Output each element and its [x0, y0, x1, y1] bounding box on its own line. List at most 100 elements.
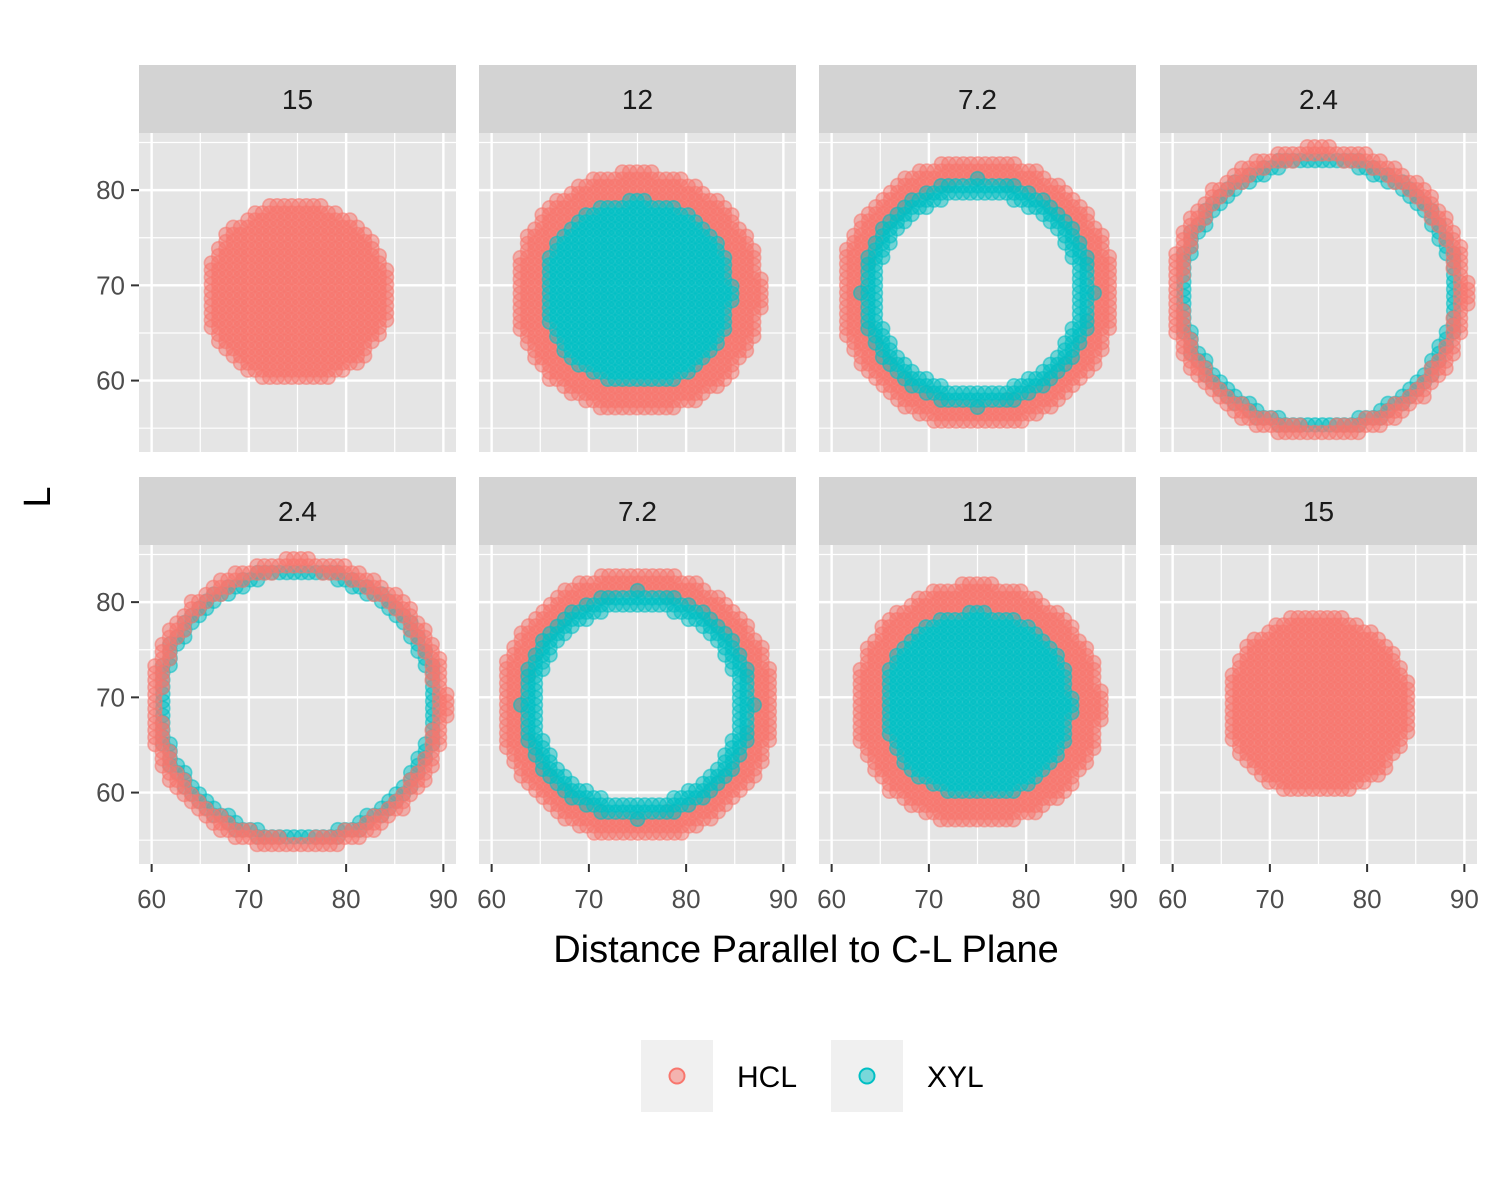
- series-xyl: [852, 170, 1102, 416]
- x-tick-label: 80: [332, 884, 361, 914]
- data-points: [1168, 139, 1476, 441]
- series-xyl: [541, 192, 740, 388]
- data-point: [176, 772, 192, 789]
- strip-label: 12: [622, 84, 653, 115]
- strip-label: 15: [1303, 496, 1334, 527]
- data-point: [1175, 303, 1192, 319]
- data-point: [431, 650, 448, 667]
- strip-bg: [819, 65, 1136, 133]
- data-points: [203, 198, 395, 386]
- data-point: [1064, 220, 1081, 237]
- series-hcl: [203, 198, 395, 386]
- data-point: [746, 697, 763, 713]
- x-tick-label: 90: [429, 884, 458, 914]
- data-point: [761, 660, 778, 677]
- legend: HCL XYL: [641, 1040, 984, 1112]
- y-axis-title: L: [17, 486, 59, 507]
- x-tick-label: 60: [477, 884, 506, 914]
- panel-3: 7.2: [819, 65, 1136, 452]
- data-point: [739, 618, 756, 634]
- data-points: [147, 550, 455, 853]
- x-tick-label: 80: [1353, 884, 1382, 914]
- strip-label: 2.4: [278, 496, 317, 527]
- data-points: [1224, 609, 1416, 798]
- data-points: [852, 576, 1109, 828]
- series-hcl: [852, 576, 1109, 828]
- data-point: [1064, 619, 1080, 635]
- data-point: [1049, 647, 1065, 664]
- data-point: [402, 600, 419, 617]
- data-point: [1445, 224, 1461, 241]
- x-tick-label: 60: [817, 884, 846, 914]
- strip-label: 2.4: [1299, 84, 1338, 115]
- data-point: [739, 661, 755, 678]
- data-point: [1064, 690, 1080, 707]
- data-point: [1078, 640, 1095, 657]
- y-tick-label: 60: [96, 778, 125, 808]
- legend-label-xyl: XYL: [927, 1061, 984, 1094]
- strip-bg: [479, 65, 796, 133]
- strip-bg: [819, 477, 1136, 545]
- data-point: [542, 747, 558, 763]
- data-point: [1079, 249, 1095, 266]
- series-xyl: [881, 604, 1080, 800]
- panel-1: 15 60 70 80: [96, 65, 456, 452]
- data-point: [1094, 227, 1110, 244]
- data-point: [754, 639, 770, 656]
- data-point: [1392, 659, 1408, 676]
- data-point: [424, 636, 441, 653]
- data-point: [1197, 360, 1213, 377]
- strip-label: 7.2: [618, 496, 657, 527]
- data-point: [709, 235, 726, 252]
- x-tick-label: 80: [672, 884, 701, 914]
- data-point: [745, 242, 762, 259]
- data-point: [371, 248, 388, 264]
- data-point: [723, 207, 740, 223]
- legend-label-hcl: HCL: [737, 1061, 797, 1094]
- data-point: [882, 335, 898, 351]
- y-tick-label: 70: [96, 682, 125, 712]
- series-hcl: [147, 550, 455, 853]
- data-point: [438, 686, 455, 703]
- strip-bg: [479, 477, 796, 545]
- y-tick-label: 80: [96, 175, 125, 205]
- y-tick-label: 70: [96, 270, 125, 300]
- strip-bg: [139, 65, 456, 133]
- data-point: [1385, 645, 1401, 662]
- x-tick-label: 70: [914, 884, 943, 914]
- data-points: [498, 568, 778, 841]
- x-tick-label: 70: [1255, 884, 1284, 914]
- y-tick-label: 60: [96, 366, 125, 396]
- data-points: [512, 164, 769, 416]
- data-point: [738, 228, 755, 245]
- strip-label: 12: [962, 496, 993, 527]
- data-point: [1071, 235, 1088, 251]
- data-point: [154, 715, 171, 731]
- data-point: [716, 249, 733, 266]
- data-point: [1423, 189, 1440, 205]
- x-tick-label: 80: [1012, 884, 1041, 914]
- data-point: [723, 278, 740, 295]
- data-point: [724, 632, 741, 649]
- x-tick-label: 90: [1450, 884, 1479, 914]
- panel-4: 2.4: [1160, 65, 1477, 452]
- data-point: [1452, 239, 1469, 255]
- data-point: [1079, 206, 1096, 222]
- strip-label: 7.2: [958, 84, 997, 115]
- x-axis-title: Distance Parallel to C-L Plane: [553, 929, 1059, 971]
- legend-key-xyl: [858, 1067, 876, 1085]
- legend-key-hcl: [668, 1067, 686, 1085]
- panel-2: 12: [479, 65, 796, 452]
- strip-bg: [1160, 65, 1477, 133]
- strip-label: 15: [282, 84, 313, 115]
- x-tick-label: 60: [137, 884, 166, 914]
- data-point: [1101, 248, 1118, 265]
- series-hcl: [1224, 609, 1416, 798]
- strip-bg: [1160, 477, 1477, 545]
- x-tick-label: 70: [574, 884, 603, 914]
- data-point: [364, 233, 380, 250]
- data-point: [417, 622, 433, 639]
